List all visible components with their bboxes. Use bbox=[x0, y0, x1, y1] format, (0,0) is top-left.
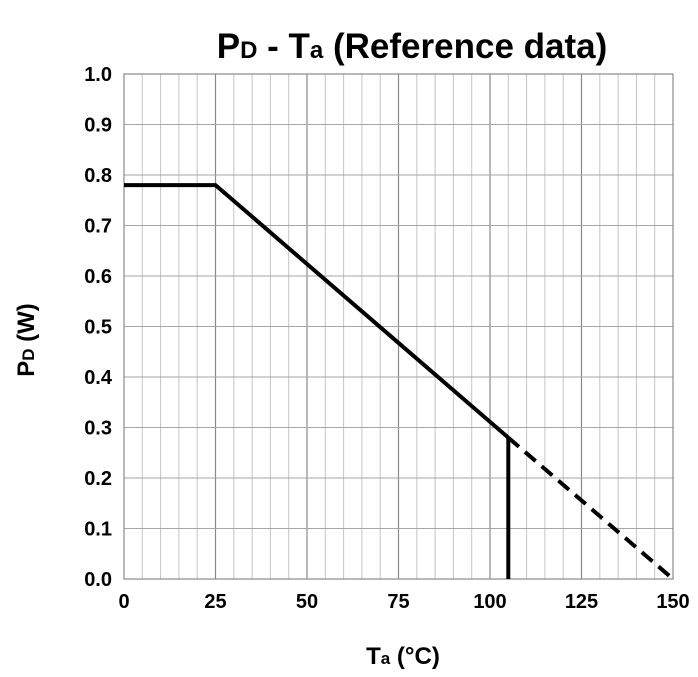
title-mid-sub: a bbox=[310, 37, 324, 64]
y-tick-label: 0.4 bbox=[84, 367, 113, 389]
x-tick-label: 0 bbox=[118, 591, 129, 613]
series-line-1 bbox=[124, 183, 510, 440]
y-tick-label: 1.0 bbox=[84, 64, 112, 86]
y-tick-label: 0.5 bbox=[84, 317, 112, 339]
y-tick-label: 0.2 bbox=[84, 468, 112, 490]
x-tick-label: 150 bbox=[656, 591, 689, 613]
x-axis-label: Ta (°C) bbox=[366, 643, 440, 670]
series-group bbox=[124, 183, 675, 581]
y-tick-label: 0.3 bbox=[84, 418, 112, 440]
x-tick-label: 50 bbox=[296, 591, 318, 613]
xlabel-main: T bbox=[366, 643, 381, 670]
y-tick-label: 0.8 bbox=[84, 165, 112, 187]
title-main: P bbox=[217, 27, 240, 66]
plot-frame bbox=[123, 73, 674, 580]
y-tick-label: 0.7 bbox=[84, 216, 112, 238]
ylabel-rest: (W) bbox=[13, 303, 40, 348]
title-rest: (Reference data) bbox=[323, 27, 607, 66]
x-tick-label: 25 bbox=[204, 591, 226, 613]
y-tick-label: 0.0 bbox=[84, 569, 112, 591]
y-tick-label: 0.6 bbox=[84, 266, 112, 288]
x-tick-labels: 0 25 50 75 100 125 150 bbox=[118, 591, 689, 613]
xlabel-sub: a bbox=[381, 649, 391, 668]
x-tick-label: 125 bbox=[565, 591, 598, 613]
x-tick-label: 100 bbox=[473, 591, 506, 613]
xlabel-rest: (°C) bbox=[390, 643, 440, 670]
title-mid: - T bbox=[257, 27, 309, 66]
x-tick-label: 75 bbox=[387, 591, 409, 613]
y-tick-label: 0.1 bbox=[84, 519, 112, 541]
y-tick-labels: 0.0 0.1 0.2 0.3 0.4 0.5 0.6 0.7 0.8 0.9 1.0 bbox=[84, 64, 113, 591]
y-tick-label: 0.9 bbox=[84, 115, 112, 137]
grid bbox=[124, 74, 673, 579]
ylabel-main: P bbox=[13, 361, 40, 377]
y-axis-label: PD (W) bbox=[13, 303, 40, 377]
ylabel-sub: D bbox=[19, 349, 38, 361]
title-main-sub: D bbox=[240, 37, 257, 64]
series-line-2 bbox=[506, 436, 675, 581]
chart-title: PD - Ta (Reference data) bbox=[217, 27, 608, 66]
plot-border bbox=[123, 73, 674, 580]
